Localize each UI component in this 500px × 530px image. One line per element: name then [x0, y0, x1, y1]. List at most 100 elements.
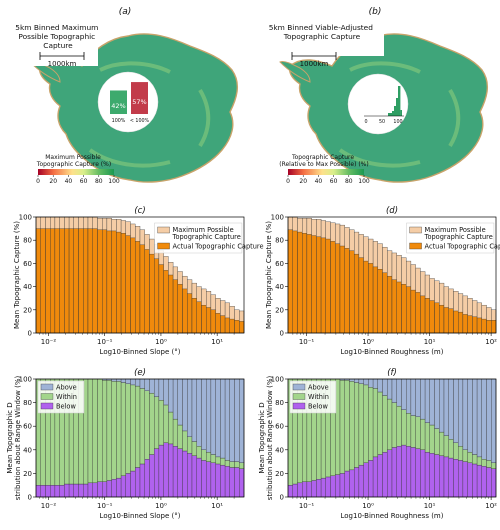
bar-above: [434, 378, 440, 429]
map-title-b: 5km Binned Viable-Adjusted Topographic C…: [269, 23, 376, 41]
colorbar-ticks-a: 0 20 40 60 80 100: [36, 175, 120, 185]
bar-actual: [172, 279, 178, 334]
bar-below: [387, 449, 393, 498]
colorbar-a-tick-label: 100: [108, 178, 120, 185]
bar-within: [177, 424, 183, 449]
bar-above: [154, 378, 160, 397]
bar-below: [196, 457, 202, 498]
bar-within: [139, 388, 145, 465]
chart-panel-e: (e) 0 20 40 60 80 100 10⁻² 10⁻¹ 10⁰ 10¹ Log10-Binne…: [6, 368, 245, 520]
y-tick-label: 100: [271, 376, 284, 384]
bar-below: [59, 485, 65, 498]
bar-within: [220, 457, 226, 466]
bar-within: [210, 454, 216, 463]
bar-actual: [158, 264, 164, 334]
bar-above: [201, 378, 207, 450]
bar-actual: [472, 316, 478, 334]
bar-below: [349, 469, 355, 498]
bar-actual: [144, 249, 150, 334]
colorbar-ticks-b: 0 20 40 60 80 100: [286, 175, 370, 185]
bar-above: [111, 378, 117, 382]
bar-below: [191, 455, 197, 498]
x-axis-label: Log10-Binned Slope (°): [100, 512, 181, 520]
bar-below: [182, 450, 188, 498]
bar-below: [330, 475, 336, 498]
bar-below: [144, 459, 150, 498]
bar-above: [358, 378, 364, 384]
bar-below: [391, 447, 397, 498]
bar-within: [168, 411, 174, 445]
bar-within: [481, 459, 487, 467]
bar-actual: [453, 310, 459, 334]
bar-actual: [335, 243, 341, 334]
x-tick-label: 10⁻¹: [299, 338, 315, 346]
bar-within: [224, 460, 230, 467]
bar-above: [429, 378, 435, 426]
bar-below: [116, 477, 122, 498]
x-tick-label: 10⁰: [155, 338, 167, 346]
bar-above: [349, 378, 355, 382]
colorbar-label-a: Maximum Possible Topographic Capture (%): [36, 154, 111, 168]
bar-below: [158, 444, 164, 498]
bar-within: [234, 461, 240, 468]
bar-within: [424, 422, 430, 453]
inset-bar-value-under-100: 57%: [132, 98, 146, 106]
bar-above: [168, 378, 174, 413]
bar-actual: [83, 228, 89, 334]
bar-below: [220, 464, 226, 498]
bar-above: [206, 378, 212, 453]
bar-actual: [354, 253, 360, 334]
axes-frame: [35, 216, 245, 334]
bar-within: [410, 415, 416, 448]
bar-below: [206, 461, 212, 498]
bar-actual: [154, 258, 160, 334]
chart-panel-d: (d) 0 20 40 60 80 100 10⁻¹ 10⁰ 10¹ 10² Log10-Binned…: [265, 206, 500, 356]
bar-actual: [302, 233, 308, 334]
bar-above: [139, 378, 145, 389]
bar-below: [320, 477, 326, 498]
bar-above: [120, 378, 126, 383]
inset-a: 42% 57% 100% < 100%: [97, 71, 159, 133]
bar-actual: [349, 250, 355, 334]
bar-actual: [377, 269, 383, 334]
bar-within: [372, 388, 378, 458]
x-tick-label: 10⁰: [155, 502, 167, 510]
colorbar-b-tick-label: 100: [358, 178, 370, 185]
y-tick-label: 100: [271, 214, 284, 222]
bar-above: [158, 378, 164, 401]
bar-below: [363, 462, 369, 498]
y-tick-label: 0: [280, 330, 284, 338]
bar-above: [391, 378, 397, 403]
bar-below: [401, 444, 407, 498]
y-tick-label: 60: [275, 423, 284, 431]
bar-below: [102, 481, 108, 498]
bar-above: [144, 378, 150, 391]
bar-actual: [339, 245, 345, 334]
bar-below: [50, 485, 56, 498]
bar-below: [462, 461, 468, 498]
bar-above: [210, 378, 216, 455]
x-tick-label: 10¹: [424, 338, 436, 346]
bar-actual: [462, 314, 468, 334]
bar-below: [168, 443, 174, 498]
bar-below: [434, 454, 440, 498]
bar-within: [420, 418, 426, 450]
bar-within: [215, 456, 221, 465]
colorbar-b: Topographic Capture (Relative to Max Pos…: [279, 154, 370, 185]
bar-below: [354, 467, 360, 498]
bar-above: [234, 378, 240, 462]
bar-below: [429, 453, 435, 498]
legend-swatch-actual: [409, 242, 422, 250]
panel-e-label: (e): [134, 368, 146, 378]
bar-below: [229, 467, 235, 498]
bar-below: [476, 464, 482, 498]
bar-actual: [149, 253, 155, 334]
bar-actual: [111, 230, 117, 334]
panel-f-label: (f): [387, 368, 397, 378]
bar-below: [287, 485, 293, 498]
bar-actual: [491, 320, 497, 334]
colorbar-a-tick-label: 60: [80, 178, 88, 185]
bar-below: [377, 454, 383, 498]
bar-above: [196, 378, 202, 447]
bar-above: [462, 378, 468, 450]
